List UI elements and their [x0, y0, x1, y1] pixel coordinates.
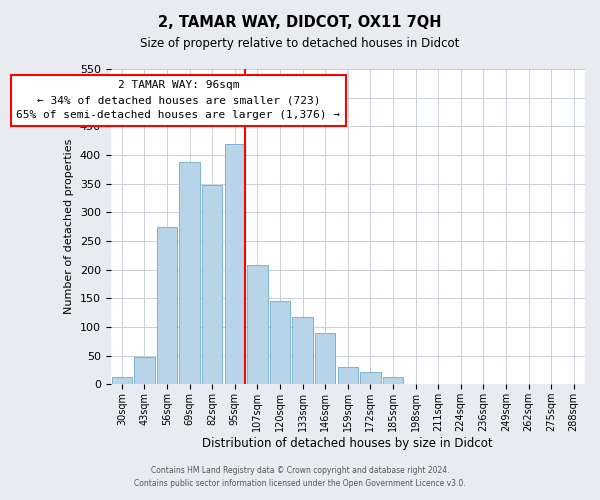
Bar: [270, 301, 290, 384]
Bar: [338, 366, 358, 384]
Bar: [224, 144, 245, 384]
Bar: [179, 162, 200, 384]
Bar: [247, 265, 268, 384]
Text: Contains HM Land Registry data © Crown copyright and database right 2024.
Contai: Contains HM Land Registry data © Crown c…: [134, 466, 466, 487]
Bar: [360, 372, 380, 384]
Text: Size of property relative to detached houses in Didcot: Size of property relative to detached ho…: [140, 38, 460, 51]
Bar: [202, 186, 223, 384]
Bar: [383, 378, 403, 384]
Bar: [315, 332, 335, 384]
X-axis label: Distribution of detached houses by size in Didcot: Distribution of detached houses by size …: [202, 437, 493, 450]
Text: 2 TAMAR WAY: 96sqm
← 34% of detached houses are smaller (723)
65% of semi-detach: 2 TAMAR WAY: 96sqm ← 34% of detached hou…: [16, 80, 340, 120]
Bar: [157, 226, 177, 384]
Bar: [134, 357, 155, 384]
Text: 2, TAMAR WAY, DIDCOT, OX11 7QH: 2, TAMAR WAY, DIDCOT, OX11 7QH: [158, 15, 442, 30]
Bar: [292, 316, 313, 384]
Bar: [112, 378, 132, 384]
Y-axis label: Number of detached properties: Number of detached properties: [64, 139, 74, 314]
